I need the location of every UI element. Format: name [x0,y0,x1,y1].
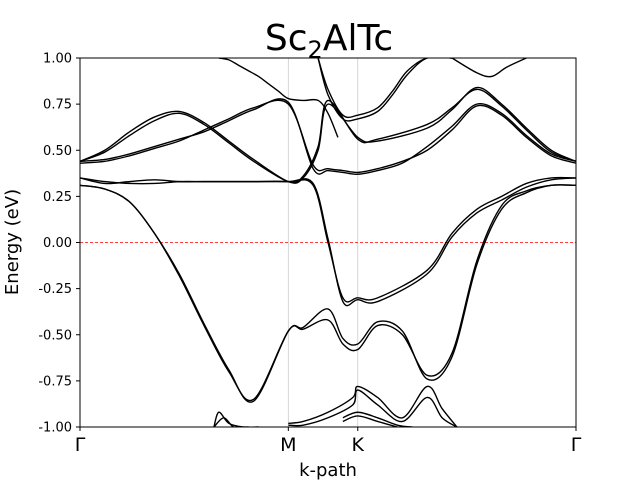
y-tick-label: 0.75 [43,98,72,113]
x-axis-label: k-path [299,460,357,480]
y-tick-label: 0.25 [43,190,72,205]
band-line-0 [80,185,576,401]
band-line-17 [343,416,398,427]
title-subscript: 2 [308,36,323,64]
band-line-1 [80,185,576,402]
y-tick-label: 0.00 [43,236,72,251]
y-tick-label: -0.75 [38,374,72,389]
kpoint-label: Γ [75,434,86,456]
y-tick-label: -0.50 [38,328,72,343]
band-line-8 [219,58,338,137]
band-line-13 [214,418,249,428]
y-tick-label: -1.00 [38,421,72,436]
plot-area: 1.00 0.75 0.50 0.25 0.00 -0.25 -0.50 -0.75 -1.00… [38,52,581,457]
band-line-14 [288,386,457,427]
kpoint-label: M [280,434,296,456]
band-line-16 [343,412,412,427]
y-tick-label: 0.50 [43,144,72,159]
band-line-9 [318,57,452,117]
y-tick-label: -0.25 [38,282,72,297]
band-line-6 [80,99,576,174]
y-tick-label: 1.00 [43,52,72,67]
band-line-15 [288,390,457,427]
title-base-1: Sc [265,18,308,59]
chart-title: Sc2AlTc [265,18,393,64]
band-line-11 [452,58,526,77]
kpoint-label: K [352,434,365,456]
title-base-2: AlTc [323,18,393,59]
band-line-7 [80,100,576,172]
y-axis-label: Energy (eV) [2,189,23,295]
kpoint-label: Γ [571,434,582,456]
